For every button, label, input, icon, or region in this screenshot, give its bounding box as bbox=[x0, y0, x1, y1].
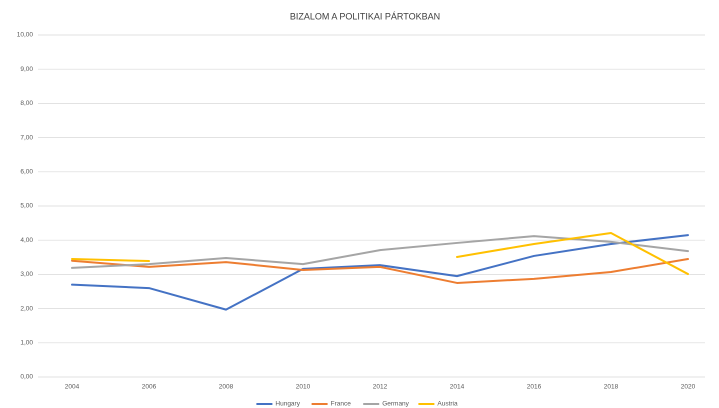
y-tick-label: 0,00 bbox=[20, 374, 33, 381]
chart-title: BIZALOM A POLITIKAI PÁRTOKBAN bbox=[290, 11, 440, 21]
x-tick-label: 2012 bbox=[373, 384, 388, 391]
x-tick-label: 2008 bbox=[219, 384, 234, 391]
y-tick-label: 5,00 bbox=[20, 203, 33, 210]
x-tick-label: 2014 bbox=[450, 384, 465, 391]
y-tick-label: 9,00 bbox=[20, 66, 33, 73]
legend-label: Hungary bbox=[275, 401, 300, 408]
series-line bbox=[71, 258, 150, 263]
y-tick-label: 1,00 bbox=[20, 340, 33, 347]
series-line bbox=[456, 232, 689, 276]
y-tick-label: 3,00 bbox=[20, 271, 33, 278]
y-tick-label: 2,00 bbox=[20, 305, 33, 312]
x-tick-label: 2006 bbox=[142, 384, 157, 391]
x-tick-label: 2018 bbox=[604, 384, 619, 391]
x-tick-label: 2016 bbox=[527, 384, 542, 391]
legend-label: Germany bbox=[382, 401, 409, 408]
legend-label: Austria bbox=[437, 401, 458, 408]
y-tick-label: 8,00 bbox=[20, 100, 33, 107]
x-tick-label: 2004 bbox=[65, 384, 80, 391]
y-tick-label: 4,00 bbox=[20, 237, 33, 244]
y-tick-label: 7,00 bbox=[20, 134, 33, 141]
x-tick-label: 2010 bbox=[296, 384, 311, 391]
x-tick-label: 2020 bbox=[681, 384, 696, 391]
series-line bbox=[71, 234, 689, 311]
series-line bbox=[71, 235, 689, 269]
legend-label: France bbox=[331, 401, 352, 408]
y-tick-label: 6,00 bbox=[20, 169, 33, 176]
series-line bbox=[71, 258, 689, 284]
y-tick-label: 10,00 bbox=[17, 32, 34, 39]
